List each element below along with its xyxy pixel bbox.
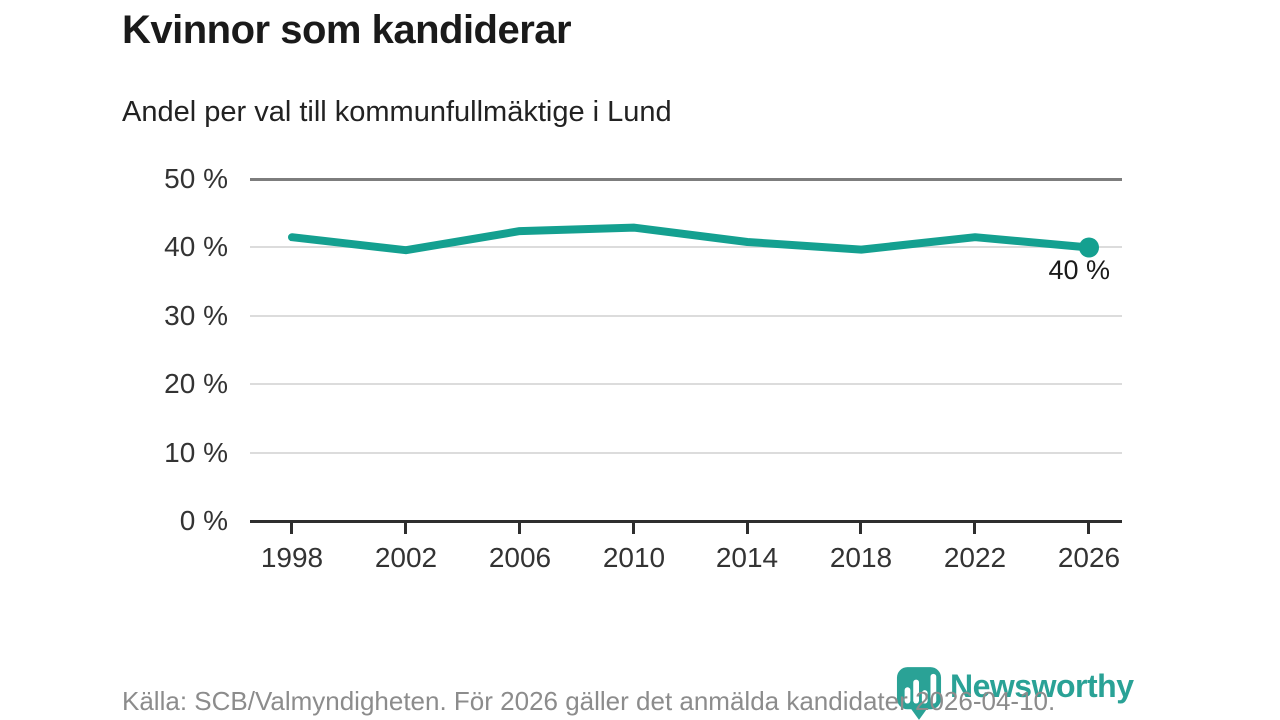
y-tick-label: 10 % [164,437,228,468]
gridline-20 [250,383,1122,385]
x-axis-line [250,520,1122,523]
gridline-10 [250,452,1122,454]
x-tick [1087,521,1090,534]
x-tick [746,521,749,534]
x-tick-label: 2006 [488,542,552,573]
x-tick [859,521,862,534]
x-tick-label: 2002 [374,542,438,573]
y-tick-label: 40 % [164,231,228,262]
source-note: Källa: SCB/Valmyndigheten. För 2026 gäll… [122,686,1056,716]
x-tick [404,521,407,534]
x-tick-label: 2022 [943,542,1007,573]
x-tick [518,521,521,534]
x-tick [973,521,976,534]
gridline-50 [250,178,1122,181]
x-tick-label: 2018 [829,542,893,573]
y-tick-label: 20 % [164,368,228,399]
y-tick-label: 50 % [164,163,228,194]
x-tick-label: 2010 [602,542,666,573]
x-tick-label: 1998 [260,542,324,573]
chart-subtitle: Andel per val till kommunfullmäktige i L… [122,96,672,128]
newsworthy-logo: Newsworthy [896,666,1134,720]
x-tick-label: 2026 [1057,542,1121,573]
x-tick [290,521,293,534]
end-point-value-label: 40 % [1048,255,1110,285]
y-tick-label: 30 % [164,300,228,331]
newsworthy-logo-icon [896,667,942,720]
gridline-40 [250,246,1122,248]
page-title: Kvinnor som kandiderar [122,8,572,52]
newsworthy-logo-text: Newsworthy [950,668,1134,704]
gridline-30 [250,315,1122,317]
x-tick [632,521,635,534]
y-tick-label: 0 % [179,505,228,536]
x-tick-label: 2014 [715,542,779,573]
